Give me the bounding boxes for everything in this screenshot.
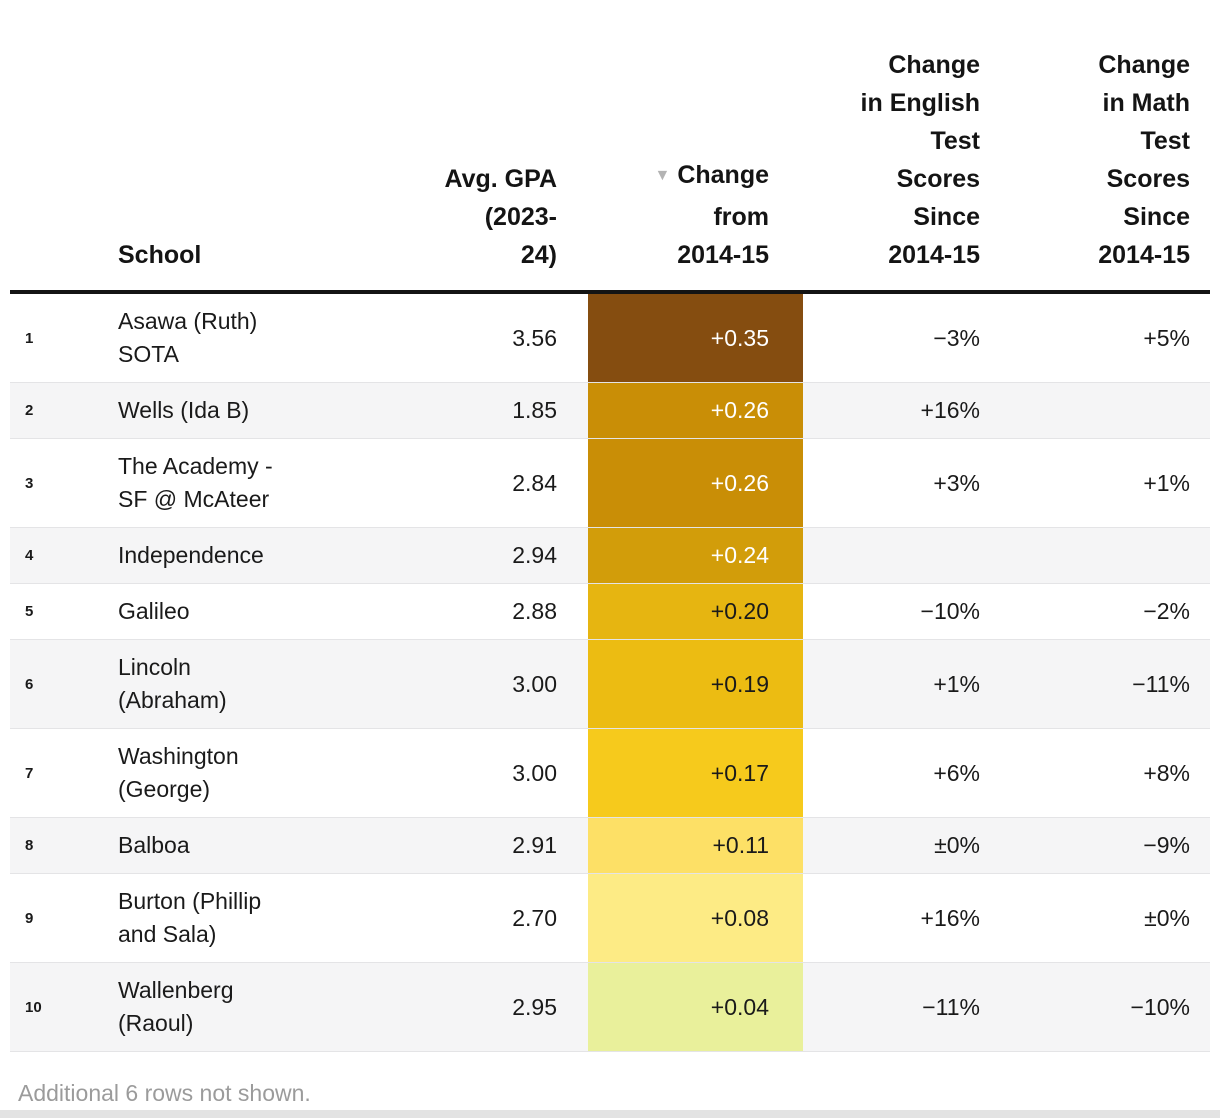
table-row: 10 Wallenberg (Raoul) 2.95 +0.04 −11% −1… (10, 962, 1210, 1052)
gpa-change-heatmap-cell: +0.20 (588, 583, 803, 640)
math-change-value: ±0% (993, 873, 1210, 963)
row-rank: 1 (10, 292, 108, 383)
gpa-value: 2.88 (438, 583, 588, 640)
gpa-change-heatmap-cell: +0.19 (588, 639, 803, 729)
bottom-divider (0, 1110, 1220, 1118)
english-change-value: ±0% (803, 817, 993, 874)
row-rank: 7 (10, 728, 108, 818)
column-header-change-gpa-label: Change from 2014-15 (677, 161, 769, 269)
english-change-value: −11% (803, 962, 993, 1052)
rows-not-shown-note: Additional 6 rows not shown. (18, 1080, 311, 1106)
math-change-value (993, 527, 1210, 584)
english-change-value (803, 527, 993, 584)
gpa-change-heatmap-cell: +0.24 (588, 527, 803, 584)
table-row: 3 The Academy - SF @ McAteer 2.84 +0.26 … (10, 438, 1210, 528)
column-header-school[interactable]: School (108, 46, 438, 294)
column-header-english-change[interactable]: Change in English Test Scores Since 2014… (803, 46, 993, 294)
math-change-value: +5% (993, 292, 1210, 383)
row-rank: 10 (10, 962, 108, 1052)
table-row: 1 Asawa (Ruth) SOTA 3.56 +0.35 −3% +5% (10, 292, 1210, 383)
gpa-change-heatmap-cell: +0.11 (588, 817, 803, 874)
gpa-change-heatmap-cell: +0.17 (588, 728, 803, 818)
gpa-change-heatmap-cell: +0.08 (588, 873, 803, 963)
english-change-value: +16% (803, 873, 993, 963)
row-rank: 3 (10, 438, 108, 528)
math-change-value: −11% (993, 639, 1210, 729)
school-name: Balboa (108, 817, 438, 874)
school-name: Lincoln (Abraham) (108, 639, 438, 729)
gpa-value: 3.56 (438, 292, 588, 383)
math-change-value: +8% (993, 728, 1210, 818)
row-rank: 5 (10, 583, 108, 640)
table-row: 5 Galileo 2.88 +0.20 −10% −2% (10, 583, 1210, 640)
row-rank: 2 (10, 382, 108, 439)
gpa-value: 2.91 (438, 817, 588, 874)
math-change-value: +1% (993, 438, 1210, 528)
column-header-math-change[interactable]: Change in Math Test Scores Since 2014-15 (993, 46, 1210, 294)
header-row: School Avg. GPA (2023- 24) ▼ Change from … (10, 46, 1210, 294)
school-name: Wells (Ida B) (108, 382, 438, 439)
gpa-change-heatmap-cell: +0.26 (588, 438, 803, 528)
english-change-value: −10% (803, 583, 993, 640)
gpa-change-heatmap-cell: +0.26 (588, 382, 803, 439)
school-name: Galileo (108, 583, 438, 640)
english-change-value: +6% (803, 728, 993, 818)
table-row: 2 Wells (Ida B) 1.85 +0.26 +16% (10, 382, 1210, 439)
column-header-avg-gpa[interactable]: Avg. GPA (2023- 24) (438, 46, 588, 294)
school-name: Independence (108, 527, 438, 584)
column-header-rank (10, 46, 108, 294)
school-gpa-table: School Avg. GPA (2023- 24) ▼ Change from … (10, 46, 1210, 1052)
english-change-value: +3% (803, 438, 993, 528)
sort-descending-icon[interactable]: ▼ (654, 167, 671, 184)
english-change-value: −3% (803, 292, 993, 383)
column-header-change-gpa[interactable]: ▼ Change from 2014-15 (588, 46, 803, 294)
school-name: Burton (Phillip and Sala) (108, 873, 438, 963)
gpa-value: 2.70 (438, 873, 588, 963)
gpa-value: 2.84 (438, 438, 588, 528)
math-change-value: −10% (993, 962, 1210, 1052)
row-rank: 6 (10, 639, 108, 729)
row-rank: 8 (10, 817, 108, 874)
gpa-value: 1.85 (438, 382, 588, 439)
table-row: 4 Independence 2.94 +0.24 (10, 527, 1210, 584)
gpa-change-heatmap-cell: +0.35 (588, 292, 803, 383)
gpa-change-heatmap-cell: +0.04 (588, 962, 803, 1052)
school-name: Asawa (Ruth) SOTA (108, 292, 438, 383)
table-row: 8 Balboa 2.91 +0.11 ±0% −9% (10, 817, 1210, 874)
english-change-value: +16% (803, 382, 993, 439)
school-name: The Academy - SF @ McAteer (108, 438, 438, 528)
math-change-value: −2% (993, 583, 1210, 640)
table-row: 6 Lincoln (Abraham) 3.00 +0.19 +1% −11% (10, 639, 1210, 729)
row-rank: 4 (10, 527, 108, 584)
gpa-value: 2.94 (438, 527, 588, 584)
school-name: Washington (George) (108, 728, 438, 818)
english-change-value: +1% (803, 639, 993, 729)
gpa-value: 3.00 (438, 728, 588, 818)
table-row: 9 Burton (Phillip and Sala) 2.70 +0.08 +… (10, 873, 1210, 963)
gpa-value: 3.00 (438, 639, 588, 729)
table-row: 7 Washington (George) 3.00 +0.17 +6% +8% (10, 728, 1210, 818)
row-rank: 9 (10, 873, 108, 963)
math-change-value: −9% (993, 817, 1210, 874)
school-name: Wallenberg (Raoul) (108, 962, 438, 1052)
gpa-value: 2.95 (438, 962, 588, 1052)
math-change-value (993, 382, 1210, 439)
